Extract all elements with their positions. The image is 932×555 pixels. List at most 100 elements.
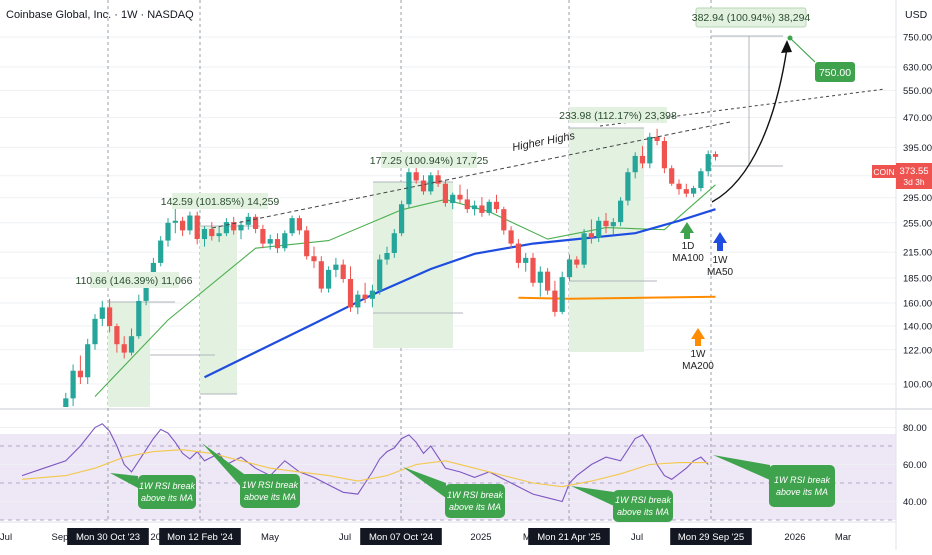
svg-text:1W RSI break: 1W RSI break xyxy=(242,480,299,490)
ma100-label-line2: MA100 xyxy=(672,253,704,264)
ma50-path xyxy=(204,208,716,379)
ma100-arrow-icon xyxy=(680,222,694,239)
ma200-label-line1: 1W xyxy=(691,349,707,360)
candle-79 xyxy=(596,216,602,243)
time-axis[interactable]: JulSep2024MayJulSep2025MarJulNov2026MarM… xyxy=(0,528,851,545)
ma50-line xyxy=(204,208,716,379)
candle-52 xyxy=(399,200,405,237)
candle-80 xyxy=(603,212,609,234)
target-callout-label: 750.00 xyxy=(819,67,851,79)
time-marker-3: Mon 21 Apr '25 xyxy=(537,532,601,543)
candle-90 xyxy=(676,179,682,195)
candle-35 xyxy=(274,233,281,253)
candle-54 xyxy=(413,167,419,184)
price-tick-10: 160.00 xyxy=(903,299,932,310)
candle-74 xyxy=(559,271,565,315)
rsi-pane xyxy=(0,423,896,521)
candle-73 xyxy=(552,280,558,317)
candle-13 xyxy=(114,323,120,353)
currency-label: USD xyxy=(905,9,928,21)
candle-61 xyxy=(464,189,470,213)
candle-24 xyxy=(194,211,200,245)
candle-36 xyxy=(282,230,288,252)
candle-14 xyxy=(121,336,127,359)
candle-32 xyxy=(253,214,259,234)
svg-text:above its MA: above its MA xyxy=(141,493,193,503)
rally-label-4: 233.98 (112.17%) 23,398 xyxy=(559,110,677,122)
candle-93 xyxy=(698,168,704,192)
time-marker-bg-1 xyxy=(159,528,241,545)
candle-75 xyxy=(566,254,573,281)
candle-83 xyxy=(625,168,631,206)
candle-60 xyxy=(457,184,463,204)
price-tick-4: 395.00 xyxy=(903,143,932,154)
candle-50 xyxy=(384,246,390,265)
candle-33 xyxy=(260,224,266,249)
candle-38 xyxy=(296,215,302,235)
projection-label: 382.94 (100.94%) 38,294 xyxy=(692,12,811,24)
target-pointer-line xyxy=(789,37,816,63)
price-axis[interactable]: 750.00630.00550.00470.00395.00335.00295.… xyxy=(903,33,932,391)
rally-label-1: 110.66 (146.39%) 11,066 xyxy=(76,275,193,287)
candle-72 xyxy=(545,268,551,295)
candle-39 xyxy=(304,226,310,260)
svg-text:1W RSI break: 1W RSI break xyxy=(447,490,504,500)
last-price-symbol: COIN xyxy=(873,167,894,177)
candle-8 xyxy=(77,355,83,384)
candle-94 xyxy=(705,150,711,177)
candle-68 xyxy=(515,239,521,269)
candle-64 xyxy=(486,199,492,216)
projection-curve xyxy=(711,47,788,203)
candle-71 xyxy=(537,266,543,297)
candle-21 xyxy=(172,206,178,234)
candle-9 xyxy=(85,338,91,384)
candle-87 xyxy=(654,128,660,146)
ma200-arrow-icon xyxy=(691,328,705,346)
rally-labels: 110.66 (146.39%) 11,066 142.59 (101.85%)… xyxy=(76,7,811,288)
candle-70 xyxy=(530,252,536,287)
candle-28 xyxy=(223,218,229,237)
candle-48 xyxy=(369,284,375,308)
price-tick-6: 295.00 xyxy=(903,193,932,204)
candle-63 xyxy=(479,197,485,217)
price-tick-9: 185.00 xyxy=(903,274,932,285)
ma50-label-line1: 1W xyxy=(713,255,729,266)
rsi-line xyxy=(21,423,709,503)
time-marker-0: Mon 30 Oct '23 xyxy=(76,532,140,543)
time-tick-1: Sep xyxy=(52,532,69,543)
candle-27 xyxy=(216,226,222,243)
time-marker-2: Mon 07 Oct '24 xyxy=(369,532,433,543)
candle-19 xyxy=(158,236,164,267)
time-marker-bg-3 xyxy=(528,528,610,545)
candle-16 xyxy=(136,294,142,339)
price-tick-1: 630.00 xyxy=(903,63,932,74)
rsi-callout-4: 1W RSI break above its MA xyxy=(571,486,673,522)
candle-37 xyxy=(289,215,295,237)
candle-26 xyxy=(209,222,215,241)
price-tick-11: 140.00 xyxy=(903,322,932,333)
candle-69 xyxy=(523,252,529,272)
candle-6 xyxy=(63,392,69,407)
time-marker-4: Mon 29 Sep '25 xyxy=(678,532,744,543)
price-tick-3: 470.00 xyxy=(903,113,932,124)
last-price-value: 373.55 xyxy=(899,166,928,177)
candles xyxy=(63,128,719,407)
candle-81 xyxy=(610,218,616,235)
ma100-label-line1: 1D xyxy=(682,241,695,252)
candle-92 xyxy=(691,185,697,198)
candle-40 xyxy=(311,246,317,269)
candle-53 xyxy=(406,168,412,208)
candle-95 xyxy=(712,151,719,161)
price-tick-2: 550.00 xyxy=(903,86,932,97)
time-tick-3: May xyxy=(261,532,279,543)
candle-7 xyxy=(70,364,76,407)
rsi-callout-2: 1W RSI break above its MA xyxy=(202,443,300,508)
ma50-arrow-icon xyxy=(713,232,727,251)
ma50-label-line2: MA50 xyxy=(707,267,734,278)
svg-text:1W RSI break: 1W RSI break xyxy=(139,481,196,491)
candle-10 xyxy=(92,314,98,350)
candle-55 xyxy=(420,175,427,195)
candle-65 xyxy=(493,194,500,213)
